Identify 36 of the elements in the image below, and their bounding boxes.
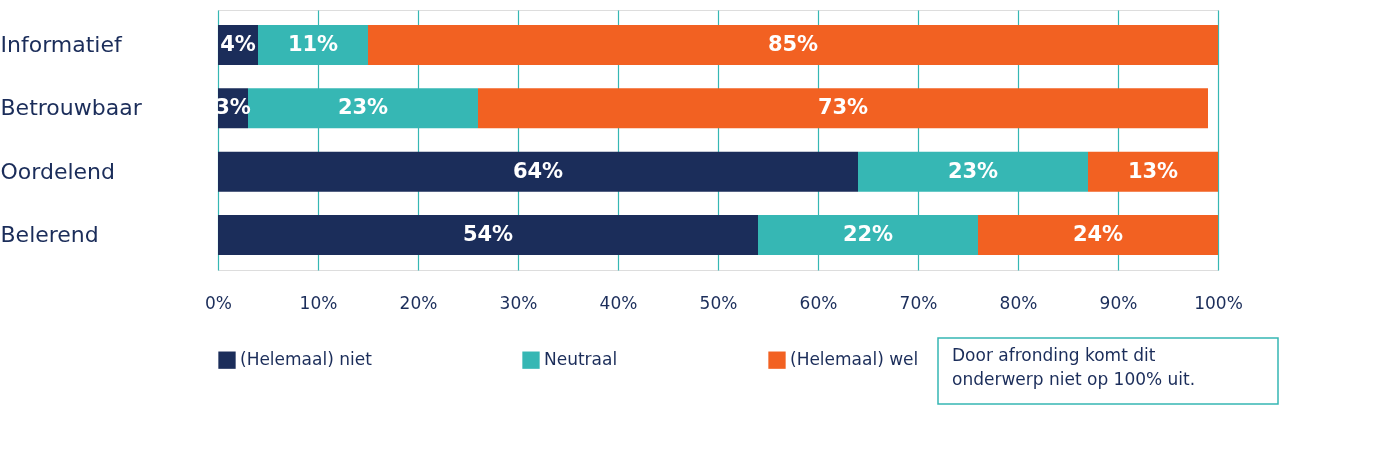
data-label: 23% (947, 158, 999, 183)
data-label: 85% (767, 31, 819, 56)
x-tick-label: 0% (205, 292, 232, 313)
data-label: 22% (842, 222, 894, 247)
data-label: 54% (462, 222, 514, 247)
data-label: 23% (337, 95, 389, 120)
bar (218, 151, 858, 192)
y-tick-label: Belerend (0, 222, 99, 248)
data-label: 4% (220, 31, 256, 56)
x-tick-label: 60% (799, 292, 838, 313)
x-tick-label: 90% (1099, 292, 1138, 313)
legend-label: (Helemaal) wel (790, 349, 919, 370)
x-tick-label: 50% (699, 292, 738, 313)
y-tick-label: Betrouwbaar (0, 95, 143, 121)
data-label: 73% (817, 95, 869, 120)
bar (978, 215, 1218, 256)
x-tick-label: 20% (399, 292, 438, 313)
x-tick-label: 10% (299, 292, 338, 313)
bar (1088, 151, 1218, 192)
bar (478, 88, 1208, 129)
y-tick-label: Oordelend (0, 158, 115, 184)
data-label: 11% (287, 31, 339, 56)
x-tick-label: 100% (1194, 292, 1243, 313)
x-tick-label: 70% (899, 292, 938, 313)
x-tick-label: 40% (599, 292, 638, 313)
data-label: 64% (512, 158, 564, 183)
y-tick-label: Informatief (0, 31, 123, 57)
bar (218, 215, 758, 256)
data-label: 24% (1072, 222, 1124, 247)
legend-label: (Helemaal) niet (240, 349, 373, 370)
bar (368, 24, 1218, 65)
x-tick-label: 80% (999, 292, 1038, 313)
x-tick-label: 30% (499, 292, 538, 313)
data-label: 13% (1127, 158, 1179, 183)
legend-label: Neutraal (544, 349, 618, 370)
text: Door afronding komt dit onderwerp niet op 100% uit. (952, 345, 1196, 389)
